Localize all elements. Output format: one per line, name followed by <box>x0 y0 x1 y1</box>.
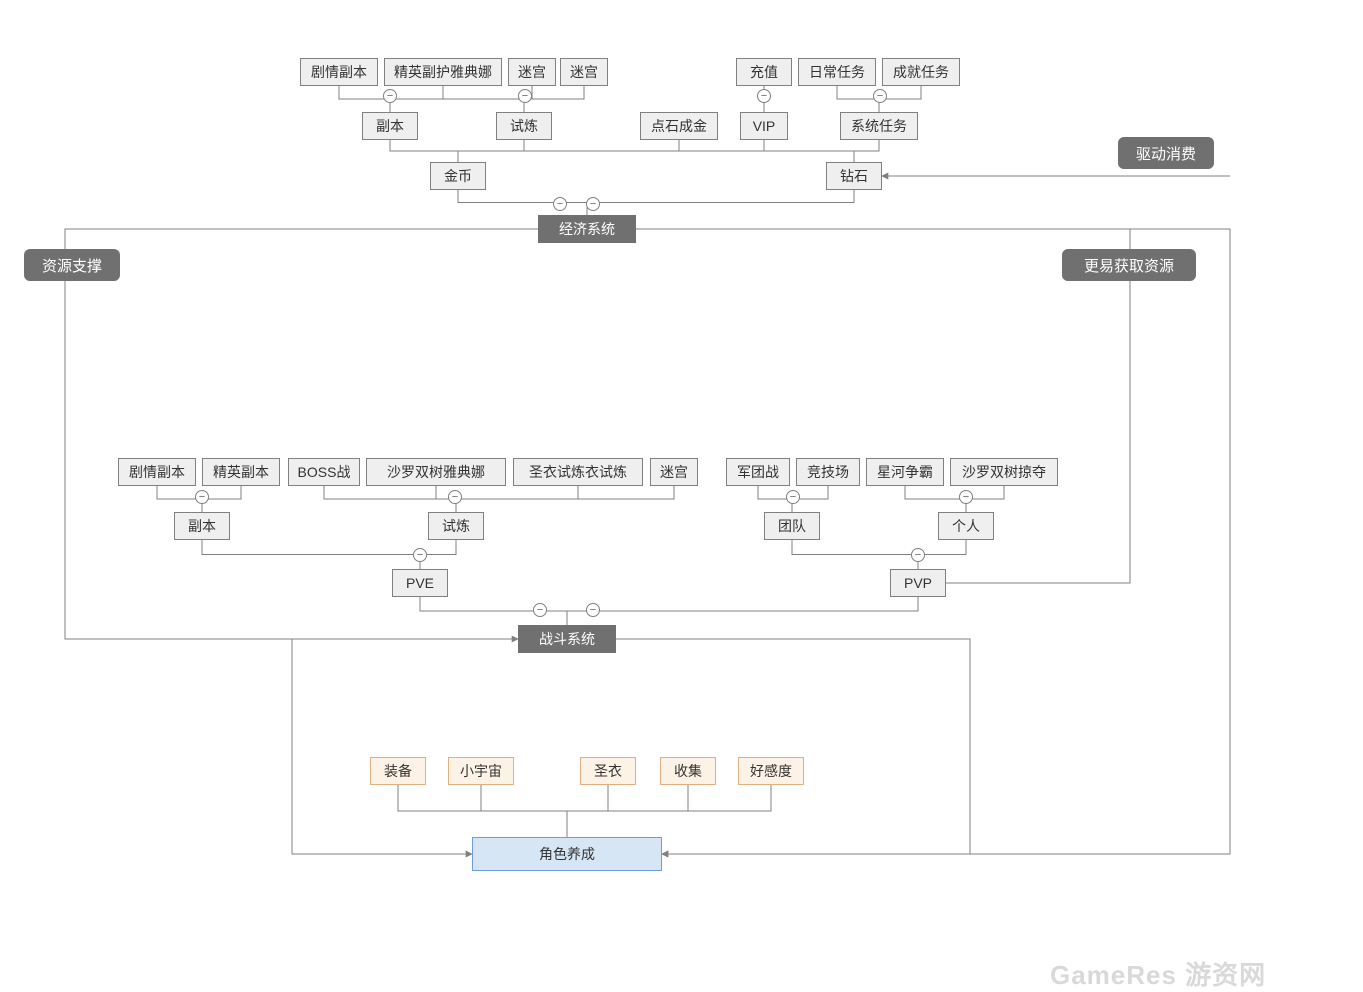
node-n_legion: 军团战 <box>726 458 790 486</box>
node-n_elite_top: 精英副护雅典娜 <box>384 58 502 86</box>
node-n_salo: 沙罗双树雅典娜 <box>366 458 506 486</box>
collapse-icon[interactable]: − <box>757 89 771 103</box>
node-n_achieve: 成就任务 <box>882 58 960 86</box>
node-n_affect: 好感度 <box>738 757 804 785</box>
collapse-icon[interactable]: − <box>586 603 600 617</box>
collapse-icon[interactable]: − <box>586 197 600 211</box>
node-n_salo_plunder: 沙罗双树掠夺 <box>950 458 1058 486</box>
collapse-icon[interactable]: − <box>383 89 397 103</box>
node-n_cloth: 圣衣 <box>580 757 636 785</box>
node-n_equip: 装备 <box>370 757 426 785</box>
node-n_fuben: 副本 <box>362 112 418 140</box>
node-n_saint_trial: 圣衣试炼衣试炼 <box>513 458 643 486</box>
node-n_boss: BOSS战 <box>288 458 360 486</box>
node-n_fuben2: 副本 <box>174 512 230 540</box>
node-n_trial_top: 试炼 <box>496 112 552 140</box>
badge-b_drive: 驱动消费 <box>1118 137 1214 169</box>
collapse-icon[interactable]: − <box>448 490 462 504</box>
node-n_battle: 战斗系统 <box>518 625 616 653</box>
collapse-icon[interactable]: − <box>518 89 532 103</box>
node-n_solo: 个人 <box>938 512 994 540</box>
node-n_story_top: 剧情副本 <box>300 58 378 86</box>
node-n_trial2: 试炼 <box>428 512 484 540</box>
node-n_vip: VIP <box>740 112 788 140</box>
node-n_galaxy: 星河争霸 <box>866 458 944 486</box>
node-n_team: 团队 <box>764 512 820 540</box>
node-n_econ: 经济系统 <box>538 215 636 243</box>
node-n_cosmo: 小宇宙 <box>448 757 514 785</box>
collapse-icon[interactable]: − <box>553 197 567 211</box>
collapse-icon[interactable]: − <box>195 490 209 504</box>
node-n_daily: 日常任务 <box>798 58 876 86</box>
collapse-icon[interactable]: − <box>786 490 800 504</box>
node-n_collect: 收集 <box>660 757 716 785</box>
node-n_maze3: 迷宫 <box>650 458 698 486</box>
node-n_char: 角色养成 <box>472 837 662 871</box>
collapse-icon[interactable]: − <box>873 89 887 103</box>
badge-b_easy: 更易获取资源 <box>1062 249 1196 281</box>
collapse-icon[interactable]: − <box>533 603 547 617</box>
node-n_elite2: 精英副本 <box>202 458 280 486</box>
collapse-icon[interactable]: − <box>959 490 973 504</box>
watermark: GameRes 游资网 <box>1050 955 1266 992</box>
collapse-icon[interactable]: − <box>413 548 427 562</box>
collapse-icon[interactable]: − <box>911 548 925 562</box>
node-n_systask: 系统任务 <box>840 112 918 140</box>
node-n_pve: PVE <box>392 569 448 597</box>
node-n_maze1: 迷宫 <box>508 58 556 86</box>
badge-b_support: 资源支撑 <box>24 249 120 281</box>
node-n_dscj: 点石成金 <box>640 112 718 140</box>
node-n_pvp: PVP <box>890 569 946 597</box>
node-n_arena: 竞技场 <box>796 458 860 486</box>
node-n_story2: 剧情副本 <box>118 458 196 486</box>
node-n_gold: 金币 <box>430 162 486 190</box>
node-n_diamond: 钻石 <box>826 162 882 190</box>
node-n_recharge: 充值 <box>736 58 792 86</box>
node-n_maze2: 迷宫 <box>560 58 608 86</box>
